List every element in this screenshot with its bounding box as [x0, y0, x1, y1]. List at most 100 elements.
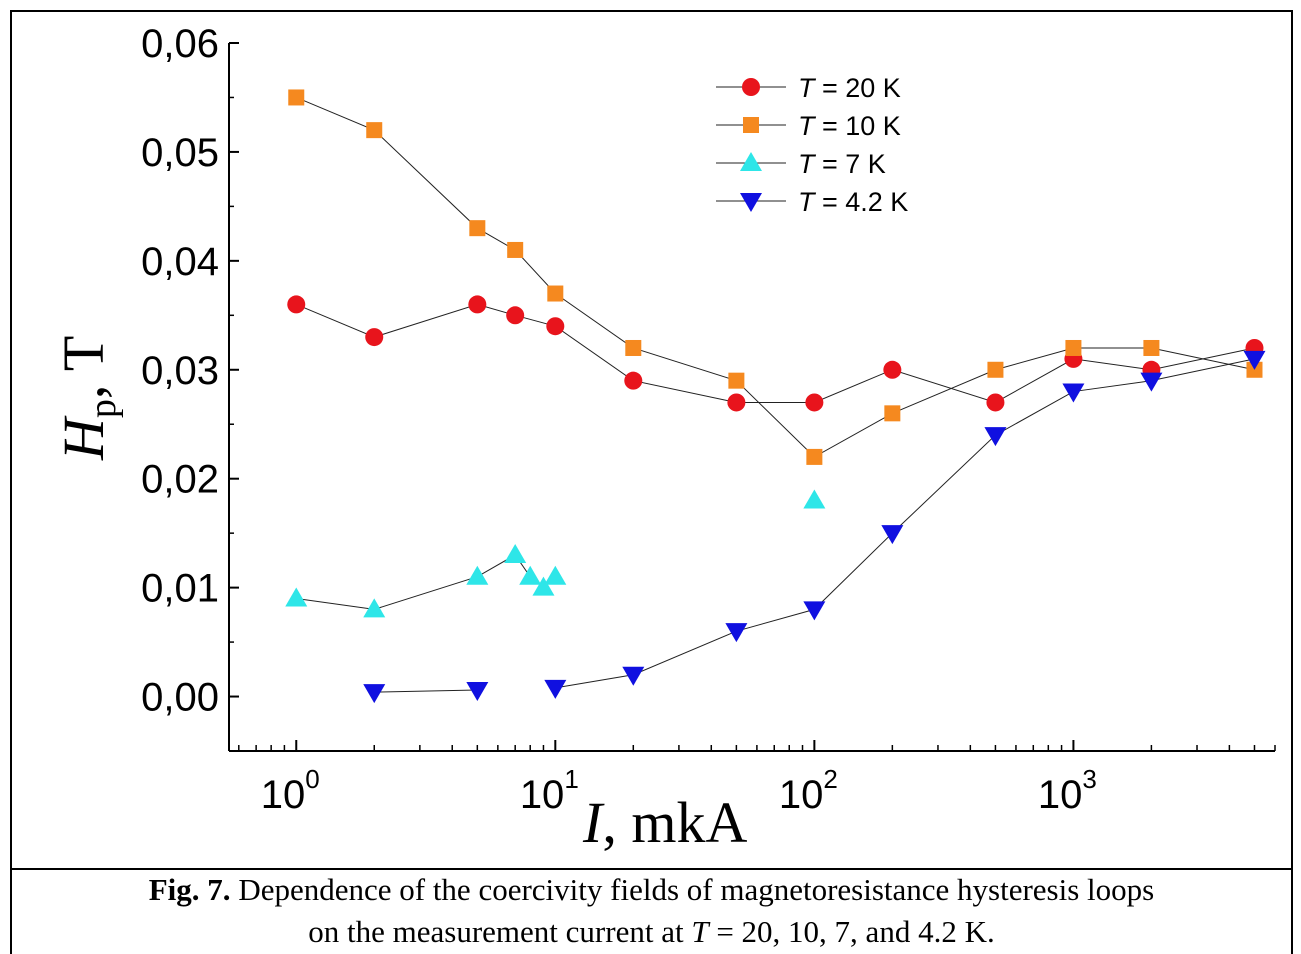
x-tick-base: 10: [261, 773, 306, 817]
x-tick-label: 100: [261, 764, 320, 817]
y-tick-label: 0,06: [141, 22, 219, 66]
x-tick-exp: 3: [1082, 764, 1096, 794]
legend-var: T: [798, 73, 817, 103]
y-axis-unit: , T: [51, 336, 116, 399]
x-axis-var: I: [582, 790, 605, 855]
legend-label: T = 4.2 K: [798, 187, 908, 217]
figure-caption: Fig. 7. Dependence of the coercivity fie…: [10, 869, 1293, 954]
data-point: [546, 317, 565, 336]
legend-rest: = 20 K: [815, 73, 901, 103]
data-point: [506, 306, 525, 325]
data-point: [366, 122, 383, 139]
caption-text-2: on the measurement current at: [308, 914, 692, 949]
series-1: [288, 89, 1263, 465]
caption-label: Fig. 7.: [148, 872, 231, 907]
data-point: [883, 360, 902, 379]
y-tick-label: 0,04: [141, 240, 219, 284]
series-line: [296, 97, 1255, 458]
x-tick-base: 10: [1038, 773, 1083, 817]
series-line: [296, 303, 1255, 403]
data-point: [287, 295, 306, 314]
legend-marker: [740, 152, 762, 171]
y-tick-label: 0,05: [141, 131, 219, 175]
data-point: [884, 405, 901, 422]
legend-label: T = 10 K: [798, 111, 901, 141]
x-tick-label: 103: [1038, 764, 1097, 817]
legend: T = 20 KT = 10 KT = 7 KT = 4.2 K: [716, 73, 908, 217]
x-tick-exp: 2: [823, 764, 837, 794]
x-tick-label: 102: [779, 764, 838, 817]
series-group: [285, 89, 1266, 704]
plot-axes: [228, 43, 1275, 752]
caption-text-3: = 20, 10, 7, and 4.2 K.: [708, 914, 995, 949]
data-point: [987, 361, 1004, 378]
legend-marker: [740, 193, 762, 212]
data-point: [1065, 339, 1082, 356]
y-axis-ticks: 0,00 0,01 0,02 0,03 0,04 0,05 0,06: [141, 22, 239, 752]
data-point: [532, 576, 555, 596]
data-point: [363, 598, 386, 618]
series-0: [287, 295, 1264, 412]
data-point: [466, 565, 489, 585]
data-point: [1062, 383, 1085, 403]
legend-rest: = 7 K: [815, 149, 886, 179]
legend-label: T = 20 K: [798, 73, 901, 103]
legend-label: T = 7 K: [798, 149, 886, 179]
legend-rest: = 4.2 K: [815, 187, 909, 217]
x-tick-exp: 0: [305, 764, 319, 794]
data-point: [622, 666, 645, 686]
data-point: [519, 565, 542, 585]
data-point: [547, 285, 564, 302]
x-tick-exp: 1: [564, 764, 578, 794]
legend-var: T: [798, 187, 817, 217]
x-tick-base: 10: [520, 773, 565, 817]
legend-var: T: [798, 149, 817, 179]
data-point: [363, 684, 386, 704]
data-point: [1243, 350, 1266, 370]
data-point: [805, 393, 824, 412]
y-axis-sub: p: [82, 399, 124, 418]
data-point: [881, 525, 904, 545]
data-point: [803, 489, 826, 509]
data-point: [986, 393, 1005, 412]
data-point: [727, 393, 746, 412]
x-axis-title: I, mkA: [582, 790, 747, 855]
y-tick-label: 0,01: [141, 567, 219, 611]
x-tick-base: 10: [779, 773, 824, 817]
data-point: [365, 328, 384, 347]
y-axis-title: Hp, T: [51, 336, 124, 461]
data-point: [469, 220, 486, 237]
data-point: [544, 679, 567, 699]
caption-line-1: Fig. 7. Dependence of the coercivity fie…: [12, 869, 1291, 911]
data-point: [507, 241, 524, 258]
y-tick-label: 0,02: [141, 458, 219, 502]
data-point: [1140, 372, 1163, 392]
data-point: [728, 372, 745, 389]
caption-text-1: Dependence of the coercivity fields of m…: [230, 872, 1155, 907]
legend-rest: = 10 K: [815, 111, 901, 141]
data-point: [806, 448, 823, 465]
figure-frame: [10, 10, 1293, 870]
data-point: [725, 623, 748, 643]
data-point: [624, 371, 643, 390]
y-tick-label: 0,03: [141, 349, 219, 393]
caption-line-2: on the measurement current at T = 20, 10…: [12, 911, 1291, 953]
series-3: [363, 350, 1266, 704]
caption-var: T: [691, 914, 709, 949]
data-point: [803, 601, 826, 621]
x-axis-unit: , mkA: [602, 790, 747, 855]
series-line: [374, 689, 478, 693]
data-point: [504, 543, 527, 563]
legend-marker: [742, 78, 760, 96]
data-point: [625, 339, 642, 356]
data-point: [984, 427, 1007, 447]
x-axis-ticks: 100 101 102 103: [238, 740, 1276, 817]
data-point: [288, 89, 305, 106]
series-2: [285, 489, 826, 618]
data-point: [285, 587, 308, 607]
data-point: [466, 682, 489, 702]
legend-var: T: [798, 111, 817, 141]
data-point: [544, 565, 567, 585]
series-line: [296, 554, 556, 610]
